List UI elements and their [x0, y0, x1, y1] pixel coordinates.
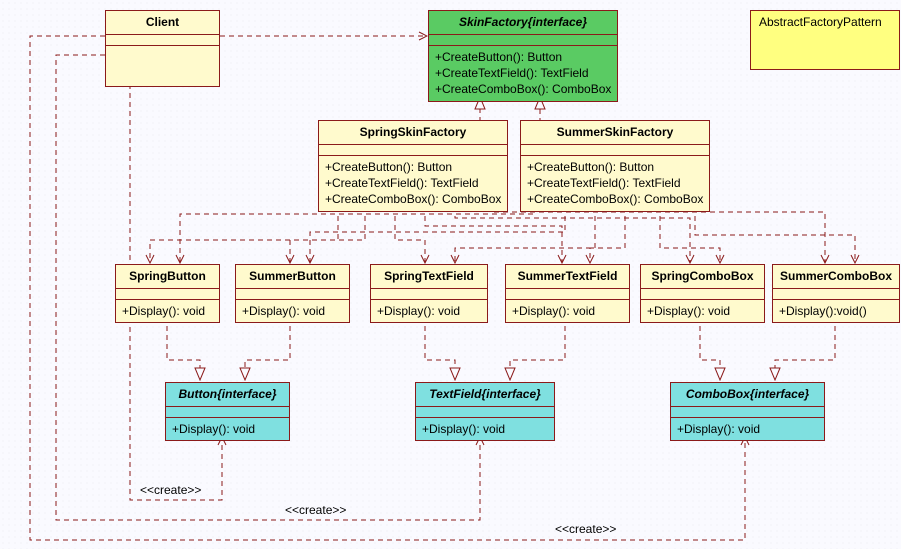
attrs-empty [166, 407, 289, 418]
op: +Display(): void [122, 303, 213, 319]
attrs-empty [429, 35, 617, 46]
class-client: Client [105, 10, 220, 87]
op: +CreateComboBox(): ComboBox [325, 191, 501, 207]
op: +CreateButton(): Button [325, 159, 501, 175]
op: +CreateTextField(): TextField [527, 175, 703, 191]
op: +CreateTextField(): TextField [435, 65, 611, 81]
ops: +Display(): void [506, 300, 629, 322]
op: +CreateButton(): Button [435, 49, 611, 65]
class-springtextfield: SpringTextField +Display(): void [370, 264, 488, 323]
interface-skinfactory: SkinFactory{interface} +CreateButton(): … [428, 10, 618, 102]
attrs-empty [521, 145, 709, 156]
ops: +CreateButton(): Button +CreateTextField… [429, 46, 617, 101]
op: +Display(): void [512, 303, 623, 319]
class-summerskinfactory: SummerSkinFactory +CreateButton(): Butto… [520, 120, 710, 212]
class-name: SpringButton [116, 265, 219, 289]
class-summertextfield: SummerTextField +Display(): void [505, 264, 630, 323]
op: +Display(): void [422, 421, 548, 437]
ops: +Display(): void [671, 418, 824, 440]
class-summercombobox: SummerComboBox +Display():void() [772, 264, 900, 323]
class-name: SummerComboBox [773, 265, 899, 289]
class-springcombobox: SpringComboBox +Display(): void [640, 264, 765, 323]
class-name: Button{interface} [166, 383, 289, 407]
class-name: TextField{interface} [416, 383, 554, 407]
ops: +Display():void() [773, 300, 899, 322]
class-name: SummerSkinFactory [521, 121, 709, 145]
label-create-1: <<create>> [140, 483, 201, 497]
class-springskinfactory: SpringSkinFactory +CreateButton(): Butto… [318, 120, 508, 212]
class-name: Client [106, 11, 219, 35]
attrs-empty [116, 289, 219, 300]
label-create-3: <<create>> [555, 522, 616, 536]
ops: +Display(): void [236, 300, 349, 322]
op: +Display(): void [377, 303, 481, 319]
interface-combobox: ComboBox{interface} +Display(): void [670, 382, 825, 441]
note-abstractfactory: AbstractFactoryPattern [750, 10, 900, 70]
ops: +Display(): void [371, 300, 487, 322]
interface-textfield: TextField{interface} +Display(): void [415, 382, 555, 441]
attrs-empty [506, 289, 629, 300]
class-name: SpringComboBox [641, 265, 764, 289]
class-name: SpringTextField [371, 265, 487, 289]
label-create-2: <<create>> [285, 503, 346, 517]
op: +Display(): void [677, 421, 818, 437]
class-name: SpringSkinFactory [319, 121, 507, 145]
ops: +Display(): void [166, 418, 289, 440]
op: +Display(): void [172, 421, 283, 437]
op: +CreateTextField(): TextField [325, 175, 501, 191]
class-name: SkinFactory{interface} [429, 11, 617, 35]
attrs-empty [641, 289, 764, 300]
attrs-empty [371, 289, 487, 300]
attrs-empty [106, 35, 219, 46]
attrs-empty [773, 289, 899, 300]
interface-button: Button{interface} +Display(): void [165, 382, 290, 441]
ops: +Display(): void [641, 300, 764, 322]
class-name: SummerTextField [506, 265, 629, 289]
op: +CreateButton(): Button [527, 159, 703, 175]
op: +Display(): void [647, 303, 758, 319]
op: +CreateComboBox(): ComboBox [435, 81, 611, 97]
op: +Display():void() [779, 303, 893, 319]
attrs-empty [671, 407, 824, 418]
ops-empty [106, 46, 219, 86]
attrs-empty [416, 407, 554, 418]
class-springbutton: SpringButton +Display(): void [115, 264, 220, 323]
attrs-empty [319, 145, 507, 156]
class-summerbutton: SummerButton +Display(): void [235, 264, 350, 323]
attrs-empty [236, 289, 349, 300]
class-name: ComboBox{interface} [671, 383, 824, 407]
note-text: AbstractFactoryPattern [759, 15, 882, 29]
ops: +Display(): void [116, 300, 219, 322]
ops: +CreateButton(): Button +CreateTextField… [319, 156, 507, 211]
class-name: SummerButton [236, 265, 349, 289]
ops: +CreateButton(): Button +CreateTextField… [521, 156, 709, 211]
op: +CreateComboBox(): ComboBox [527, 191, 703, 207]
ops: +Display(): void [416, 418, 554, 440]
op: +Display(): void [242, 303, 343, 319]
